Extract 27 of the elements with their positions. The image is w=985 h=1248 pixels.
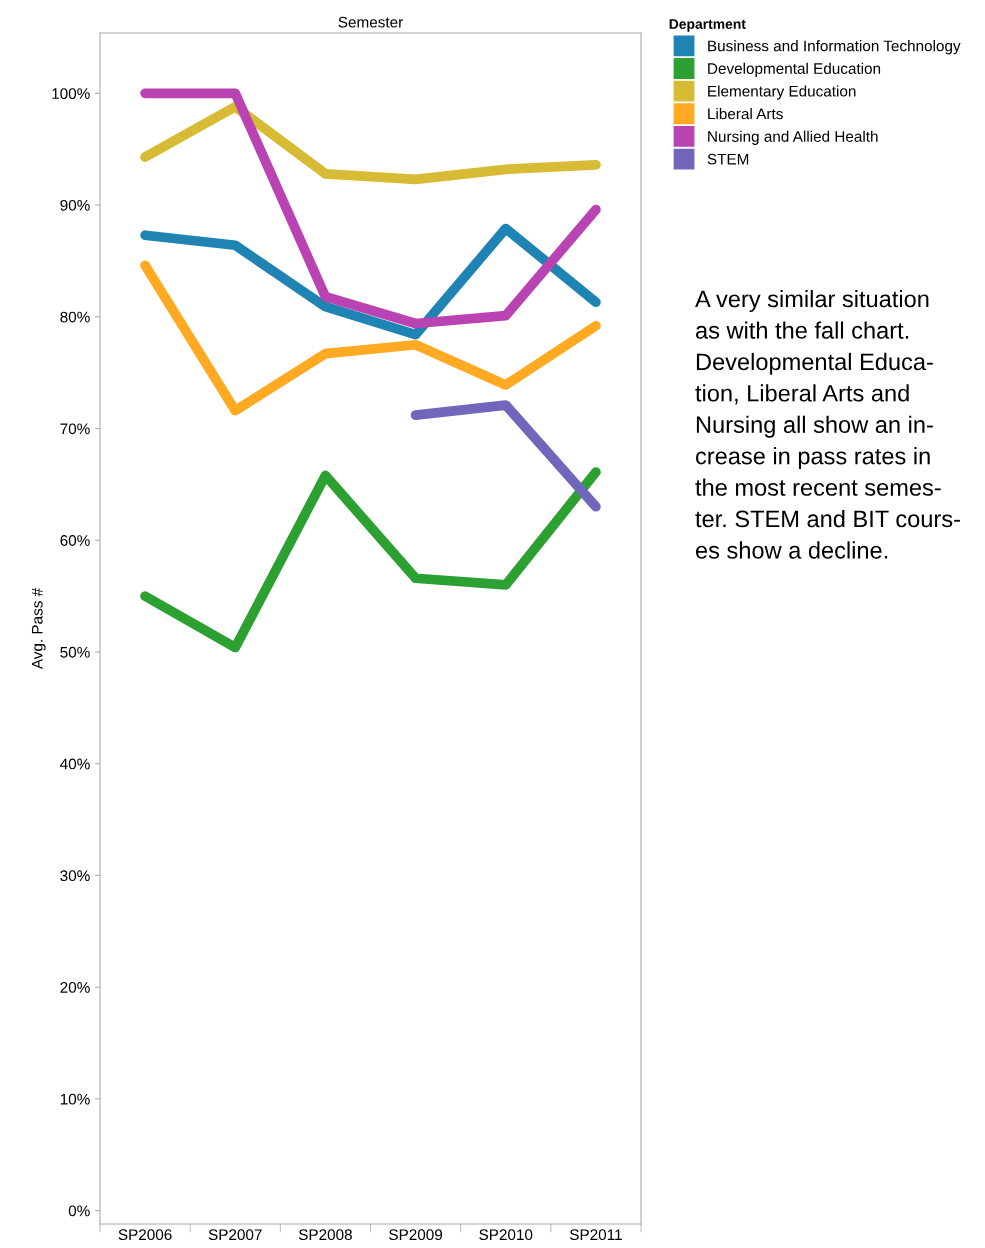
x-tick-label: SP2007 <box>208 1229 262 1241</box>
legend-label: Elementary Education <box>708 85 856 100</box>
text: A very similar situation as with the fall chart. Developmental Educa- tion, Liberal Arts and Nursing all show an in- crease in pass rates in the most recent semes- ter. STEM and BIT cours- es show a decline. <box>695 290 960 559</box>
y-tick-label: 30% <box>60 870 90 882</box>
x-tick-label: SP2006 <box>118 1229 172 1241</box>
y-tick-label: 10% <box>60 1093 90 1105</box>
legend-label: Nursing and Allied Health <box>708 130 878 145</box>
y-tick-label: 70% <box>60 423 90 435</box>
y-tick-label: 60% <box>60 535 90 546</box>
y-tick-label: 50% <box>60 646 90 658</box>
legend-title: Department <box>669 19 746 32</box>
x-tick-label: SP2010 <box>479 1229 533 1241</box>
legend-label: Business and Information Technology <box>708 40 961 55</box>
y-tick-label: 40% <box>60 758 90 770</box>
y-tick-label: 100% <box>52 88 90 100</box>
y-tick-label: 90% <box>60 199 90 211</box>
x-tick-label: SP2009 <box>389 1229 443 1241</box>
y-tick-label: 0% <box>68 1205 90 1217</box>
x-tick-label: SP2011 <box>569 1229 622 1241</box>
legend-label: Liberal Arts <box>708 108 783 120</box>
y-tick-label: 80% <box>60 311 90 323</box>
x-axis-title: Semester <box>338 16 403 28</box>
legend-label: Developmental Education <box>708 62 881 77</box>
legend-label: STEM <box>707 153 749 165</box>
x-tick-label: SP2008 <box>298 1229 352 1241</box>
y-axis-title: Avg. Pass # <box>31 587 46 670</box>
y-tick-label: 20% <box>60 982 90 993</box>
